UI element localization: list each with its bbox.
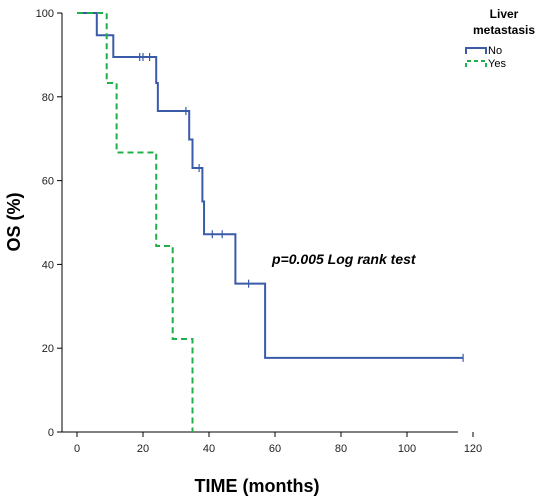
y-tick-label: 20 xyxy=(42,343,54,355)
y-tick-label: 80 xyxy=(42,92,54,104)
y-tick-label: 60 xyxy=(42,176,54,188)
axes: 0 20 40 60 80 100 0 20 40 60 80 100 120 xyxy=(36,8,483,455)
x-tick-label: 0 xyxy=(74,443,80,455)
y-tick-label: 0 xyxy=(48,427,54,439)
series-layer xyxy=(77,12,464,432)
x-tick-label: 20 xyxy=(137,443,149,455)
x-tick-label: 60 xyxy=(269,443,281,455)
y-tick-label: 100 xyxy=(36,8,54,20)
x-ticks: 0 20 40 60 80 100 120 xyxy=(74,432,482,455)
y-axis-title: OS (%) xyxy=(4,192,24,251)
legend-label-yes: Yes xyxy=(488,58,506,70)
y-ticks: 0 20 40 60 80 100 xyxy=(36,8,62,439)
x-tick-label: 80 xyxy=(335,443,347,455)
p-value-annotation: p=0.005 Log rank test xyxy=(271,251,417,267)
legend-title-line2: metastasis xyxy=(473,23,535,37)
y-tick-label: 40 xyxy=(42,259,54,271)
series-line-no xyxy=(77,12,464,359)
legend-symbol-yes xyxy=(465,60,487,67)
x-tick-label: 120 xyxy=(464,443,482,455)
legend-symbol-no xyxy=(465,47,487,54)
legend-label-no: No xyxy=(488,45,502,57)
legend-title-line1: Liver xyxy=(490,7,519,21)
x-tick-label: 40 xyxy=(203,443,215,455)
x-axis-title: TIME (months) xyxy=(195,476,320,496)
series-line-yes xyxy=(77,12,194,432)
x-tick-label: 100 xyxy=(398,443,416,455)
